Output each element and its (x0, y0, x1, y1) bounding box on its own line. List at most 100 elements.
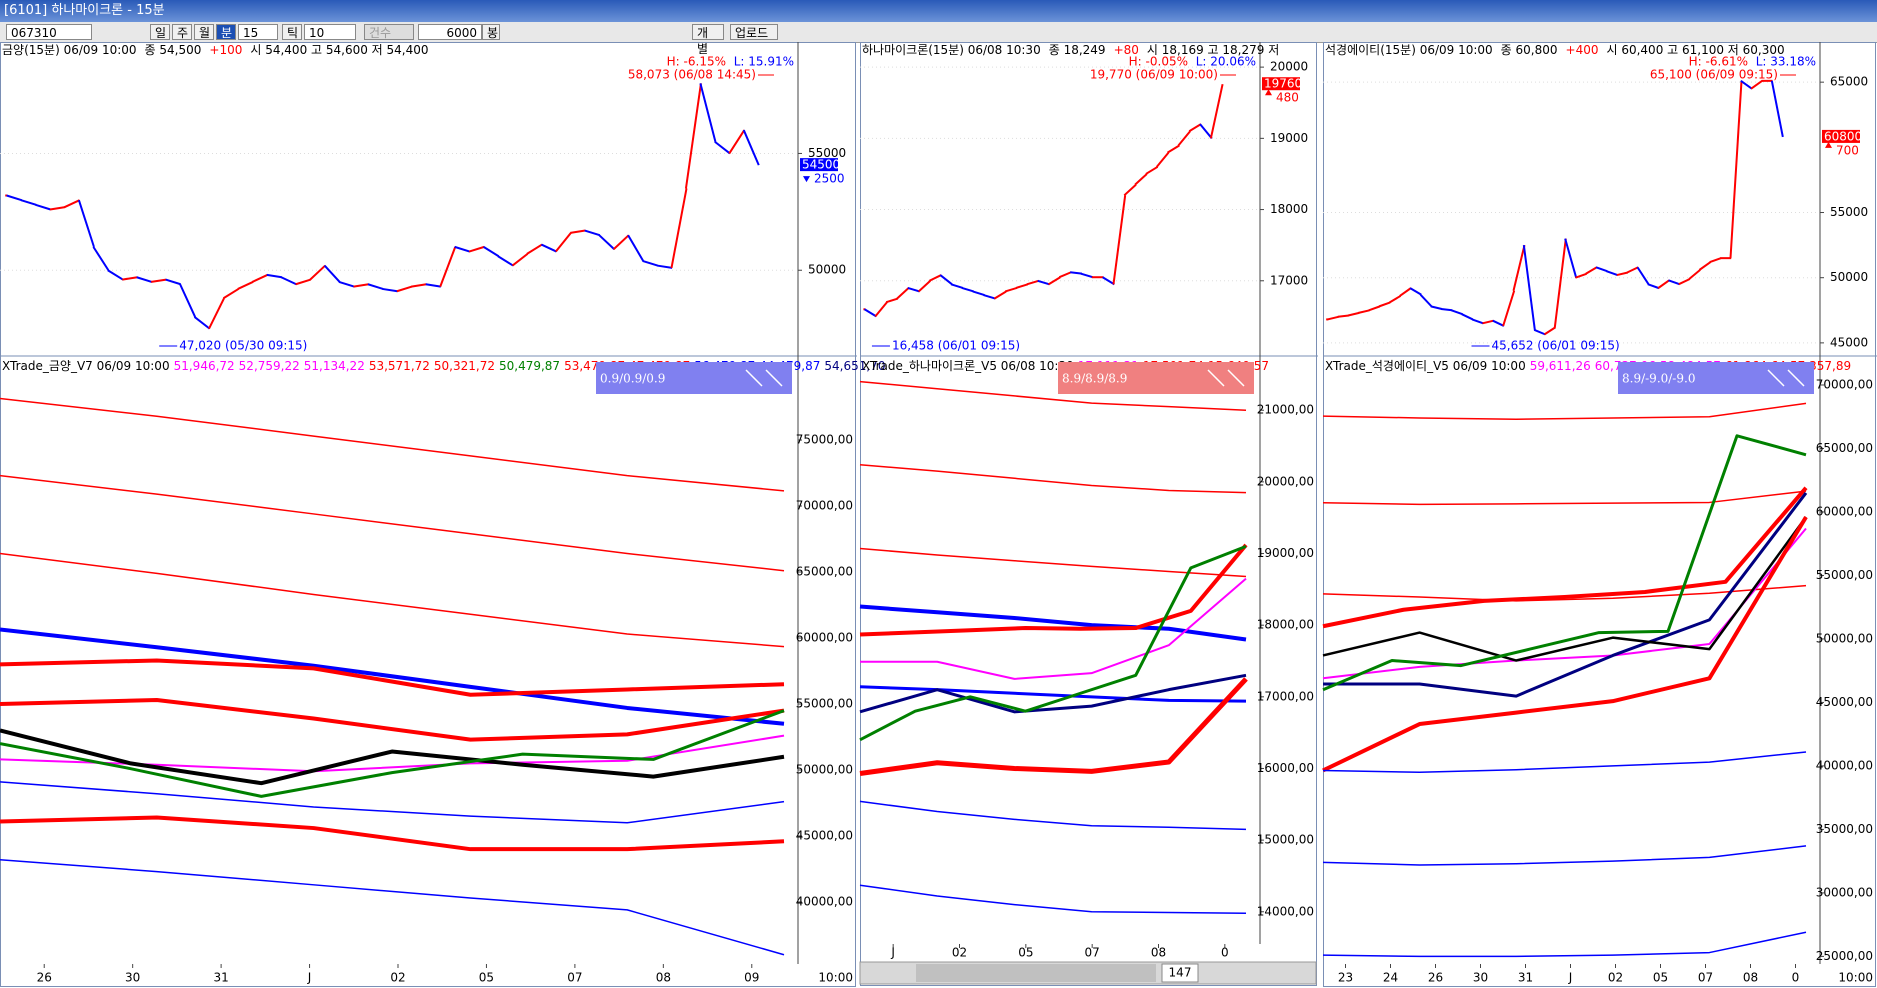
price-bar (1585, 266, 1598, 275)
price-bar (1451, 309, 1463, 316)
indicator-line (859, 685, 1247, 703)
header-part: 종 54,500 (145, 43, 202, 57)
period-button[interactable]: 일 (150, 24, 170, 40)
price-bar (1378, 301, 1391, 308)
price-bar (896, 287, 910, 300)
indicator-line (1322, 486, 1808, 629)
price-bar (1668, 279, 1680, 286)
indicator-line (859, 544, 1247, 742)
price-tag (1822, 129, 1860, 143)
indicator-line (0, 658, 785, 697)
price-bar (1729, 80, 1743, 259)
y-tick-label: 55000 (808, 146, 846, 160)
high-pct: H: -0.05% (1129, 55, 1188, 69)
y-tick-label: 50000 (1830, 270, 1868, 284)
price-bar (950, 283, 964, 289)
indicator-value: 51,946,72 (174, 359, 235, 373)
price-bar (1167, 144, 1180, 154)
x-tick-label: 07 (1698, 971, 1713, 985)
change-label: 700 (1836, 143, 1859, 157)
tick-select[interactable]: 10 (304, 24, 356, 40)
interval-select[interactable]: 15 (238, 24, 278, 40)
button[interactable]: 업로드 (730, 24, 778, 40)
header-part: 시 54,400 고 54,600 저 54,400 (250, 43, 428, 57)
x-tick-label: J (1568, 971, 1573, 985)
x-tick-label: 05 (479, 971, 494, 985)
signal-arrow (1787, 369, 1805, 387)
price-bar (1678, 278, 1691, 286)
price-bar (1543, 326, 1557, 336)
indicator-line (859, 547, 1247, 578)
price-bar (280, 276, 297, 286)
price-bar (555, 232, 572, 253)
price-bar (1145, 165, 1159, 175)
indicator-line (1322, 402, 1807, 421)
price-bar (1199, 123, 1213, 139)
low-label: 45,652 (06/01 09:15) (1492, 339, 1620, 353)
price-bar (1134, 173, 1148, 186)
period-button[interactable]: 월 (194, 24, 214, 40)
change-arrow (1265, 89, 1272, 96)
indicator-line (0, 815, 785, 852)
price-bar (1209, 84, 1224, 139)
indicator-line (0, 698, 785, 742)
price-bar (1553, 238, 1567, 328)
price-bar (1512, 244, 1526, 291)
period-button[interactable]: 분 (216, 24, 236, 40)
price-bar (266, 273, 282, 279)
indicator-value: 50,321,72 (434, 359, 495, 373)
price-bar (598, 234, 615, 250)
price-bar (1026, 279, 1039, 286)
indicator-title: XTrade_석경에이티_V5 06/09 10:00 (1325, 359, 1526, 373)
indicator-line (859, 884, 1247, 914)
price-bar (1155, 151, 1170, 168)
price-bar (1647, 283, 1660, 290)
price-bar (1177, 130, 1191, 147)
price-bar (983, 294, 996, 300)
x-tick-label: 02 (390, 971, 405, 985)
x-tick-label: 0 (1221, 946, 1229, 960)
indicator-line (1322, 751, 1807, 774)
code-input[interactable]: 067310 (6, 24, 92, 40)
y-tick-label: 16000,00 (1257, 761, 1314, 775)
price-bar (35, 203, 51, 211)
price-bar (382, 287, 398, 293)
header-part: +100 (209, 43, 242, 57)
price-bar (972, 290, 985, 296)
indicator-line (860, 577, 1247, 680)
price-bar (1750, 80, 1763, 90)
panel-frame (860, 42, 1317, 986)
y-tick-label: 25000,00 (1816, 949, 1873, 963)
count-select[interactable]: 건수 (364, 24, 414, 40)
price-bar (1626, 266, 1639, 274)
price-bar (122, 276, 138, 281)
price-bar (483, 246, 500, 258)
price-bar (136, 276, 153, 283)
y-tick-label: 18000 (1270, 202, 1308, 216)
y-tick-label: 55000,00 (796, 696, 853, 710)
price-bar (1575, 272, 1587, 279)
button[interactable]: 개별 (692, 24, 724, 56)
price-bar (295, 278, 312, 286)
x-tick-label: 0 (1792, 971, 1800, 985)
price-bar (1347, 311, 1360, 317)
price-bar (939, 274, 953, 286)
price-bar (237, 281, 254, 290)
count-input[interactable]: 6000 (418, 24, 482, 40)
indicator-line (859, 604, 1247, 642)
indicator-line (1322, 584, 1807, 602)
y-tick-label: 50000,00 (1816, 631, 1873, 645)
period-button[interactable]: 주 (172, 24, 192, 40)
price-bar (1419, 293, 1433, 308)
time-label: 10:00 (818, 971, 853, 985)
indicator-line (1322, 490, 1807, 506)
price-tag-label: 60800 (1824, 129, 1862, 143)
price-bar (1657, 279, 1670, 289)
indicator-line (0, 397, 785, 492)
y-tick-label: 17000 (1270, 273, 1308, 287)
signal-arrow (765, 369, 783, 387)
y-tick-label: 35000,00 (1816, 822, 1873, 836)
price-bar (670, 188, 688, 269)
y-tick-label: 30000,00 (1816, 885, 1873, 899)
x-tick-label: 30 (1473, 971, 1488, 985)
